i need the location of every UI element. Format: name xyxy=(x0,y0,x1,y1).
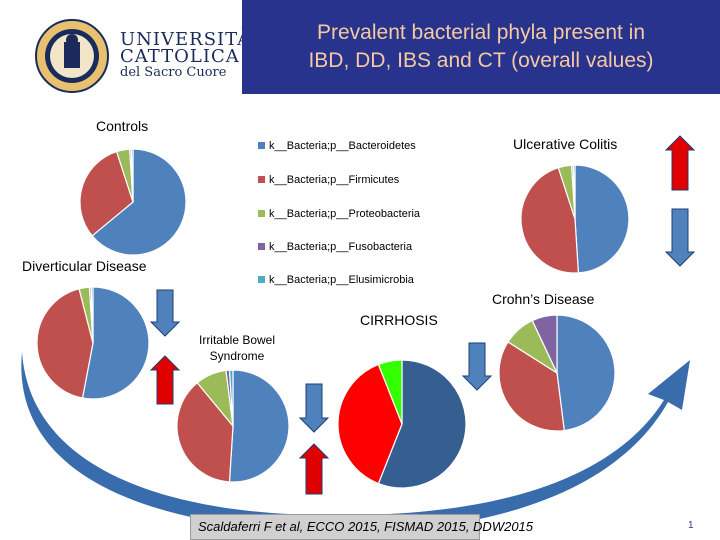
logo-wordmark-line2: CATTOLICA xyxy=(120,46,240,67)
pie-diverticular-disease xyxy=(36,286,150,400)
legend-swatch xyxy=(258,141,265,149)
arrow-up-uc xyxy=(664,135,696,191)
legend-label: k__Bacteria;p__Elusimicrobia xyxy=(269,274,414,286)
chart-title-ulcerative-colitis: Ulcerative Colitis xyxy=(513,136,618,152)
pie-slice-ibs-4 xyxy=(228,369,234,427)
chart-title-ibs-line1: Irritable Bowel xyxy=(198,333,276,347)
arrow-down-uc xyxy=(664,208,696,267)
legend-label: k__Bacteria;p__Proteobacteria xyxy=(269,208,421,220)
pie-slice-cirrhosis-0 xyxy=(377,359,467,489)
slide-number: 1 xyxy=(688,520,694,531)
citation-text: Scaldaferri F et al, ECCO 2015, FISMAD 2… xyxy=(198,519,534,534)
legend-label: k__Bacteria;p__Firmicutes xyxy=(269,174,400,186)
legend-swatch xyxy=(258,242,265,250)
pie-slice-ibs-1 xyxy=(176,382,234,483)
legend-swatch xyxy=(258,275,265,283)
pie-slice-crohns-disease-0 xyxy=(556,314,616,432)
logo-wordmark-line1: UNIVERSITÀ xyxy=(120,29,252,50)
pie-slice-crohns-disease-3 xyxy=(531,314,558,374)
pie-slice-controls-4 xyxy=(130,148,134,203)
legend-item: k__Bacteria;p__Bacteroidetes xyxy=(258,139,416,153)
pie-ulcerative-colitis xyxy=(520,164,630,274)
pie-controls xyxy=(79,148,187,256)
legend-swatch xyxy=(258,209,265,217)
pie-ibs xyxy=(176,369,290,483)
legend-item: k__Bacteria;p__Fusobacteria xyxy=(258,240,412,254)
arrow-up-dd xyxy=(149,355,181,405)
pie-slice-cirrhosis-2 xyxy=(377,359,403,425)
pie-slice-ulcerative-colitis-0 xyxy=(574,164,630,274)
arrow-down-ibs xyxy=(298,383,330,433)
legend-swatch xyxy=(258,175,265,183)
arrow-down-crohns xyxy=(461,342,493,391)
pie-slice-crohns-disease-1 xyxy=(498,341,565,432)
slide-title-line1: Prevalent bacterial phyla present in xyxy=(316,21,646,44)
legend-label: k__Bacteria;p__Fusobacteria xyxy=(269,241,413,253)
pie-slice-ibs-0 xyxy=(228,369,290,483)
chart-title-diverticular-disease: Diverticular Disease xyxy=(22,258,147,274)
pie-slice-controls-1 xyxy=(79,150,134,237)
chart-title-ibs: Irritable Bowel Syndrome xyxy=(182,332,292,364)
pie-slice-diverticular-disease-0 xyxy=(81,286,150,400)
chart-title-ibs-line2: Syndrome xyxy=(209,349,265,363)
title-banner: Prevalent bacterial phyla present in IBD… xyxy=(242,0,720,94)
chart-title-controls: Controls xyxy=(96,118,149,134)
pie-crohns-disease xyxy=(498,314,616,432)
chart-title-cirrhosis: CIRRHOSIS xyxy=(360,312,438,328)
pie-slice-diverticular-disease-4 xyxy=(90,286,94,344)
slide-title-line2: IBD, DD, IBS and CT (overall values) xyxy=(308,49,654,72)
logo-wordmark-line3: del Sacro Cuore xyxy=(120,65,227,80)
legend-item: k__Bacteria;p__Elusimicrobia xyxy=(258,273,414,287)
pie-slice-ulcerative-colitis-1 xyxy=(520,166,580,274)
legend-label: k__Bacteria;p__Bacteroidetes xyxy=(269,140,416,152)
pie-slice-controls-0 xyxy=(91,148,187,256)
arrow-up-ibs xyxy=(298,443,330,495)
pie-cirrhosis xyxy=(337,359,467,489)
pie-slice-diverticular-disease-1 xyxy=(36,288,94,399)
pie-slice-ulcerative-colitis-4 xyxy=(572,164,576,220)
arrow-down-dd xyxy=(149,289,181,337)
chart-title-crohns-disease: Crohn’s Disease xyxy=(492,291,595,307)
pie-slice-cirrhosis-1 xyxy=(337,363,403,485)
legend-item: k__Bacteria;p__Firmicutes xyxy=(258,173,399,187)
legend-item: k__Bacteria;p__Proteobacteria xyxy=(258,207,420,221)
